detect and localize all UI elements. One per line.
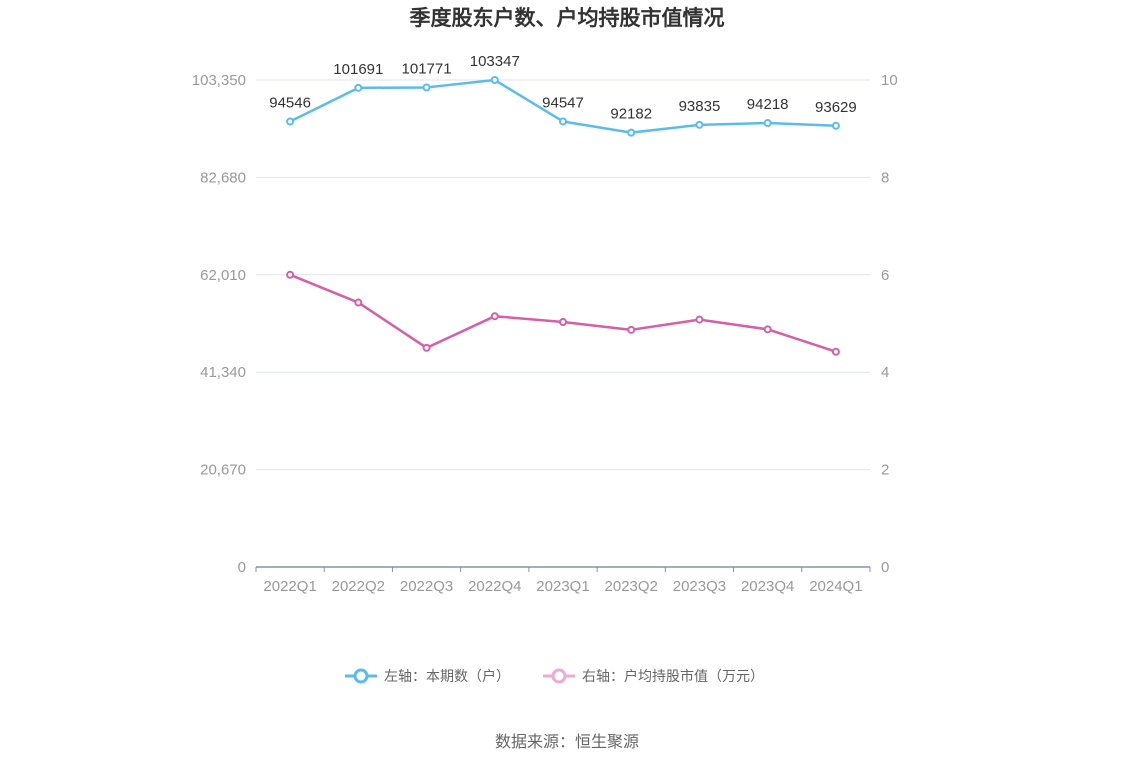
left-axis-tick-label: 0 (238, 559, 246, 576)
x-axis-tick-label: 2022Q1 (263, 578, 316, 595)
data-label: 94218 (747, 96, 789, 113)
legend-left-label: 左轴：本期数（户） (384, 668, 510, 685)
right-axis-tick-label: 0 (881, 559, 889, 576)
right-axis-tick-label: 2 (881, 462, 889, 479)
data-point-left[interactable] (695, 120, 704, 129)
legend-item-right[interactable]: 右轴：户均持股市值（万元） (543, 668, 764, 685)
data-label: 94546 (269, 94, 311, 111)
data-label: 103347 (470, 53, 520, 70)
data-point-right[interactable] (695, 315, 704, 324)
series-points (286, 76, 840, 356)
data-point-left[interactable] (831, 121, 840, 130)
data-point-left[interactable] (422, 83, 431, 92)
data-source: 数据来源：恒生聚源 (495, 732, 639, 751)
left-axis-tick-label: 82,680 (200, 169, 246, 186)
legend-item-left[interactable]: 左轴：本期数（户） (345, 668, 510, 685)
data-label: 93835 (679, 98, 721, 115)
left-axis-tick-label: 103,350 (192, 72, 246, 89)
data-point-right[interactable] (422, 343, 431, 352)
grid-lines (256, 79, 870, 471)
data-point-left[interactable] (763, 119, 772, 128)
chart-title: 季度股东户数、户均持股市值情况 (410, 6, 725, 30)
data-point-right[interactable] (559, 318, 567, 327)
data-point-right[interactable] (490, 312, 499, 321)
series-line-right (289, 273, 837, 353)
right-axis-tick-label: 8 (881, 169, 889, 186)
legend: 左轴：本期数（户） 右轴：户均持股市值（万元） (345, 668, 764, 685)
right-axis-tick-label: 6 (881, 267, 889, 284)
data-label: 92182 (610, 106, 652, 123)
data-point-right[interactable] (354, 298, 363, 307)
x-axis-tick-label: 2023Q2 (605, 578, 658, 595)
x-axis-tick-label: 2022Q3 (400, 578, 453, 595)
data-labels: 94546 101691 101771 103347 94547 92182 93835 94… (269, 53, 856, 123)
x-axis-tick-label: 2023Q3 (673, 578, 726, 595)
legend-right-label: 右轴：户均持股市值（万元） (582, 668, 764, 685)
data-point-right[interactable] (627, 325, 636, 334)
x-axis-tick-label: 2023Q4 (741, 578, 794, 595)
data-point-left[interactable] (559, 117, 567, 126)
x-axis-tick-label: 2022Q2 (332, 578, 385, 595)
data-point-left[interactable] (627, 128, 636, 137)
data-label: 101691 (333, 61, 383, 78)
left-axis-tick-label: 20,670 (200, 462, 246, 479)
x-axis-tick-label: 2023Q1 (536, 578, 589, 595)
right-axis-ticks: 0 2 4 6 8 10 (881, 72, 898, 576)
data-label: 93629 (815, 99, 857, 116)
left-axis-tick-label: 41,340 (200, 364, 246, 381)
x-axis: 2022Q1 2022Q2 2022Q3 2022Q4 2023Q1 2023Q2 2023… (255, 566, 871, 595)
left-axis-ticks: 0 20,670 41,340 62,010 82,680 103,350 (192, 72, 246, 576)
data-label: 94547 (542, 94, 584, 111)
legend-left-swatch-marker (353, 668, 369, 684)
x-axis-tick-label: 2022Q4 (468, 578, 521, 595)
data-point-left[interactable] (354, 83, 363, 92)
data-point-left[interactable] (286, 117, 295, 126)
left-axis-tick-label: 62,010 (200, 267, 246, 284)
data-point-right[interactable] (831, 347, 840, 356)
right-axis-tick-label: 4 (881, 364, 889, 381)
legend-right-swatch-marker (551, 668, 567, 684)
data-point-right[interactable] (286, 270, 295, 279)
data-point-right[interactable] (763, 325, 772, 334)
right-axis-tick-label: 10 (881, 72, 898, 89)
data-point-left[interactable] (490, 76, 499, 85)
x-axis-tick-label: 2024Q1 (809, 578, 862, 595)
data-label: 101771 (402, 60, 452, 77)
